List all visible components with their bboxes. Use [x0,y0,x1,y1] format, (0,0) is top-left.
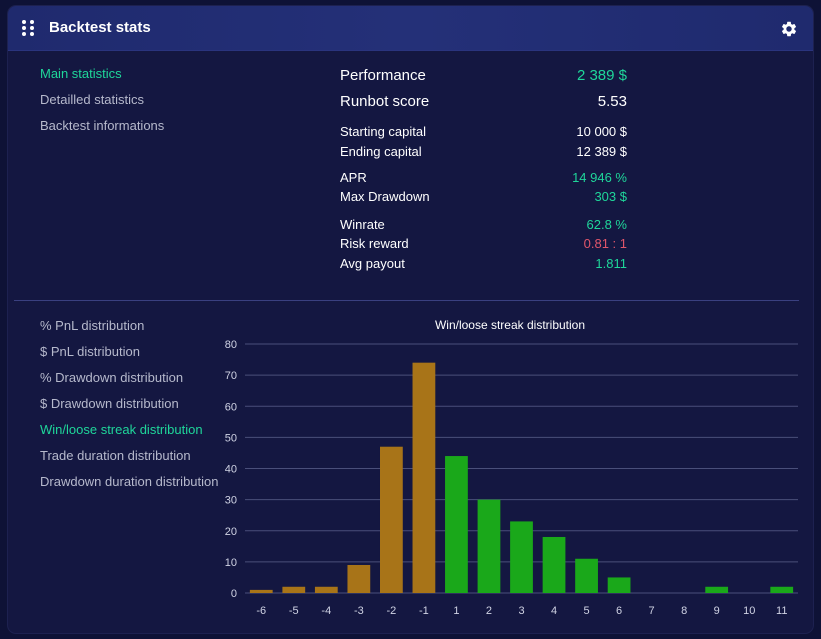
bar-streak--5[interactable] [282,586,306,593]
x-tick-label: 11 [776,605,787,617]
x-tick-label: -3 [354,605,364,617]
section-divider [14,300,799,301]
y-tick-label: 40 [225,464,237,476]
bar-streak-9[interactable] [705,586,729,593]
y-tick-label: 30 [225,495,237,507]
x-tick-label: 4 [551,605,557,617]
y-tick-label: 0 [231,588,237,600]
avg-payout-label: Avg payout [340,256,405,271]
bar-streak-2[interactable] [477,499,501,593]
winrate-value: 62.8 % [586,217,627,232]
x-tick-label: 1 [453,605,459,617]
risk-reward-value: 0.81 : 1 [583,236,627,251]
bar-streak-1[interactable] [445,456,468,593]
starting-capital-value: 10 000 $ [576,124,627,139]
bar-streak-3[interactable] [510,521,533,593]
y-tick-label: 70 [225,370,237,382]
max-drawdown-label: Max Drawdown [340,189,430,204]
x-tick-label: 2 [486,605,492,617]
bar-streak--4[interactable] [314,586,338,593]
x-tick-label: -6 [256,605,266,617]
x-tick-label: 5 [583,605,589,617]
starting-capital-label: Starting capital [340,124,426,139]
x-tick-label: -5 [289,605,299,617]
x-tick-label: 6 [616,605,622,617]
runbot-score-label: Runbot score [340,93,430,110]
menu-item-pct-pnl-distribution[interactable]: % PnL distribution [40,318,145,333]
x-tick-label: -2 [386,605,396,617]
y-tick-label: 50 [225,432,237,444]
max-drawdown-value: 303 $ [594,189,627,204]
apr-value: 14 946 % [572,170,627,185]
y-tick-label: 80 [225,339,237,351]
backtest-stats-panel: Backtest stats Main statistics Detailled… [8,6,813,633]
menu-item-pct-drawdown-distribution[interactable]: % Drawdown distribution [40,370,184,385]
bar-streak--6[interactable] [249,589,273,593]
winrate-label: Winrate [340,217,385,232]
gear-icon[interactable] [780,20,798,38]
runbot-score-value: 5.53 [597,93,627,110]
x-tick-label: 9 [714,605,720,617]
x-tick-label: -1 [419,605,429,617]
ending-capital-label: Ending capital [340,144,422,159]
y-tick-label: 20 [225,526,237,538]
menu-item-main-statistics[interactable]: Main statistics [40,66,122,81]
x-tick-label: -4 [321,605,331,617]
menu-item-trade-duration-distribution[interactable]: Trade duration distribution [40,448,191,463]
menu-item-usd-drawdown-distribution[interactable]: $ Drawdown distribution [40,396,179,411]
menu-item-usd-pnl-distribution[interactable]: $ PnL distribution [40,344,140,359]
grip-icon[interactable] [22,20,34,36]
bar-streak--3[interactable] [347,564,371,593]
menu-item-detailled-statistics[interactable]: Detailled statistics [40,92,145,107]
bar-streak--2[interactable] [379,446,403,593]
menu-item-streak-distribution[interactable]: Win/loose streak distribution [40,422,203,437]
bar-streak-11[interactable] [770,586,794,593]
apr-label: APR [340,170,367,185]
risk-reward-label: Risk reward [340,236,409,251]
bar-streak-4[interactable] [542,536,566,593]
performance-label: Performance [340,67,426,84]
streak-distribution-chart: Win/loose streak distribution 0 10 20 30 40 5… [225,318,798,617]
ending-capital-value: 12 389 $ [576,144,627,159]
x-tick-label: 7 [649,605,655,617]
x-tick-label: 3 [518,605,524,617]
y-tick-label: 10 [225,557,237,569]
panel-header: Backtest stats [8,6,813,51]
y-tick-label: 60 [225,401,237,413]
x-tick-label: 8 [681,605,687,617]
avg-payout-value: 1.811 [595,256,627,271]
chart-title: Win/loose streak distribution [435,318,585,332]
bar-streak--1[interactable] [412,362,436,593]
x-tick-label: 10 [743,605,755,617]
bar-streak-6[interactable] [607,577,631,593]
panel-title: Backtest stats [49,19,151,36]
menu-item-drawdown-duration-distribution[interactable]: Drawdown duration distribution [40,474,219,489]
performance-value: 2 389 $ [576,67,627,84]
menu-item-backtest-informations[interactable]: Backtest informations [40,118,165,133]
bar-streak-5[interactable] [575,558,598,593]
